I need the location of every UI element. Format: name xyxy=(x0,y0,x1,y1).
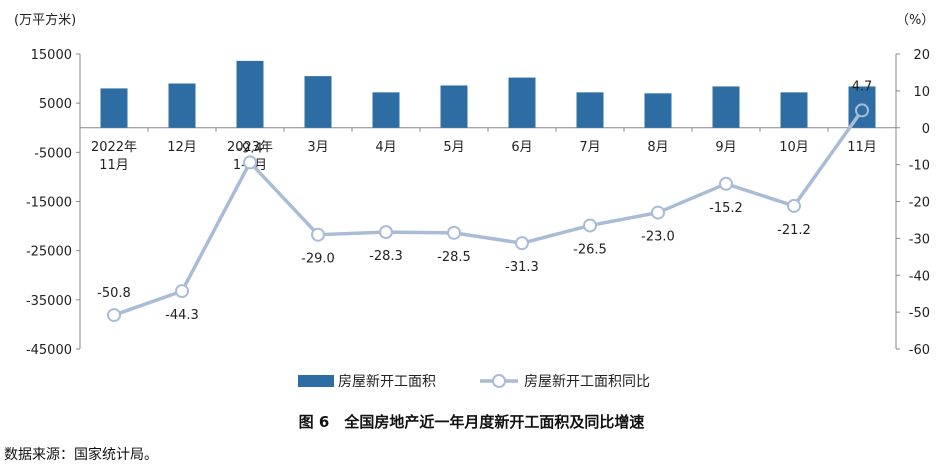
category-label: 10月 xyxy=(779,140,809,155)
right-tick-label: -50 xyxy=(909,306,930,321)
left-tick-label: -25000 xyxy=(26,245,72,260)
yoy-point xyxy=(515,236,529,251)
bar xyxy=(644,93,672,128)
category-label: 7月 xyxy=(579,140,600,155)
yoy-data-label: -21.2 xyxy=(777,223,811,238)
yoy-point xyxy=(175,284,189,299)
right-tick-label: 10 xyxy=(913,85,930,100)
left-tick-label: 15000 xyxy=(31,48,72,63)
yoy-data-label: -9.4 xyxy=(237,141,262,156)
yoy-point xyxy=(243,155,257,170)
yoy-point xyxy=(107,308,121,323)
yoy-point xyxy=(787,198,801,213)
right-tick-label: -40 xyxy=(909,269,930,284)
category-label: 11月 xyxy=(847,140,877,155)
category-label: 3月 xyxy=(307,140,328,155)
yoy-data-label: -26.5 xyxy=(573,242,607,257)
legend-swatch-marker xyxy=(492,374,506,388)
yoy-data-label: -23.0 xyxy=(641,230,675,245)
right-tick-label: -60 xyxy=(909,343,930,358)
bar xyxy=(100,88,128,128)
left-tick-label: -45000 xyxy=(26,343,72,358)
yoy-point xyxy=(651,205,665,220)
bar xyxy=(236,60,264,128)
bar xyxy=(780,92,808,128)
category-label: 2022年 xyxy=(91,140,137,155)
chart: 15000 5000 -5000 -15000 -25000 -35000 -45000 20… xyxy=(14,12,934,390)
bar xyxy=(576,92,604,128)
yoy-data-label: -15.2 xyxy=(709,201,743,216)
yoy-data-label: -29.0 xyxy=(301,252,335,267)
bar xyxy=(304,76,332,128)
legend-swatch-bar xyxy=(298,375,334,387)
yoy-point xyxy=(719,176,733,191)
yoy-point xyxy=(583,218,597,233)
right-tick-label: 0 xyxy=(922,122,930,137)
left-axis-unit: (万平方米) xyxy=(14,12,76,28)
category-label: 11月 xyxy=(99,158,129,173)
yoy-data-label: 4.7 xyxy=(852,79,873,94)
yoy-line xyxy=(113,109,864,317)
bar xyxy=(440,85,468,128)
right-tick-label: -20 xyxy=(909,196,930,211)
right-axis-unit: （%） xyxy=(896,13,934,28)
yoy-data-label: -31.3 xyxy=(505,260,539,275)
left-tick-label: 5000 xyxy=(39,97,72,112)
yoy-point xyxy=(379,225,393,240)
category-label: 9月 xyxy=(715,140,736,155)
bar xyxy=(508,77,536,128)
yoy-point xyxy=(447,225,461,240)
right-tick-label: -10 xyxy=(909,159,930,174)
yoy-data-label: -50.8 xyxy=(97,286,131,301)
category-label: 4月 xyxy=(375,140,396,155)
category-label: 5月 xyxy=(443,140,464,155)
category-label: 12月 xyxy=(167,140,197,155)
bar xyxy=(168,83,196,128)
chart-caption: 图 6 全国房地产近一年月度新开工面积及同比增速 xyxy=(298,413,645,431)
right-tick-label: 20 xyxy=(913,48,930,63)
left-tick-label: -15000 xyxy=(26,196,72,211)
yoy-point xyxy=(855,103,869,118)
category-label: 2023年 xyxy=(227,140,273,155)
legend-label-line: 房屋新开工面积同比 xyxy=(524,374,650,390)
bar xyxy=(372,92,400,128)
yoy-data-label: -28.3 xyxy=(369,249,403,264)
yoy-data-label: -28.5 xyxy=(437,250,471,265)
source-note: 数据来源：国家统计局。 xyxy=(4,447,158,463)
left-tick-label: -35000 xyxy=(26,294,72,309)
category-label: 6月 xyxy=(511,140,532,155)
category-label: 8月 xyxy=(647,140,668,155)
bar xyxy=(712,86,740,128)
right-tick-label: -30 xyxy=(909,232,930,247)
yoy-point xyxy=(311,227,325,242)
yoy-data-label: -44.3 xyxy=(165,308,199,323)
left-tick-label: -5000 xyxy=(34,146,72,161)
legend-label-bar: 房屋新开工面积 xyxy=(338,374,436,390)
